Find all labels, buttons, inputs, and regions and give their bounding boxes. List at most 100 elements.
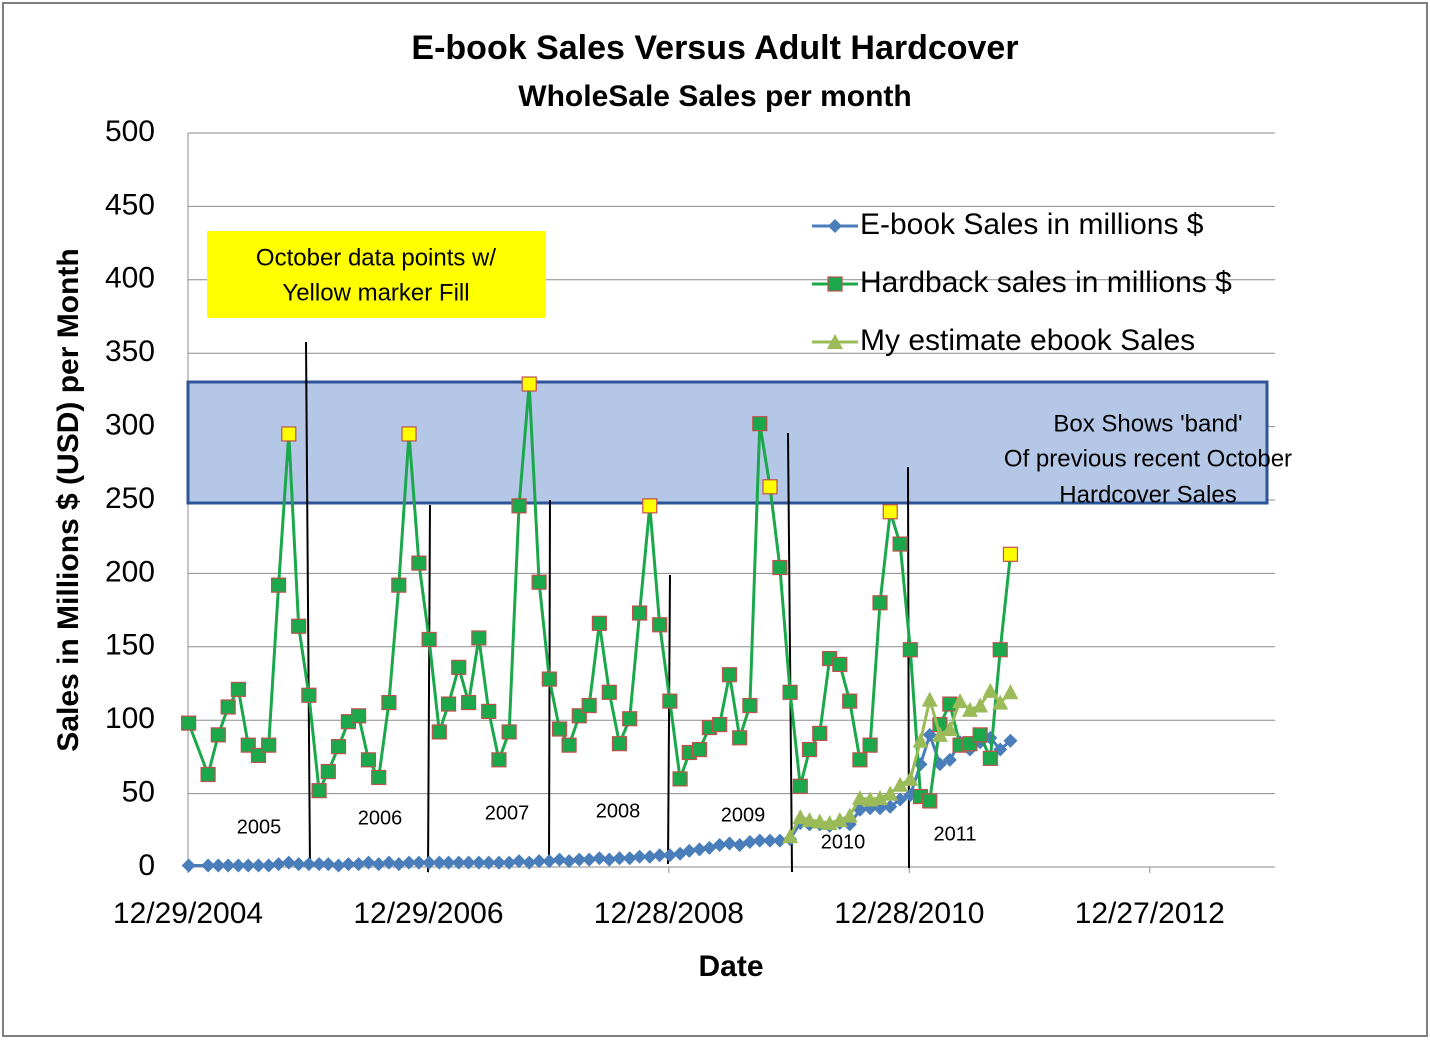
data-point bbox=[511, 498, 527, 514]
data-point bbox=[391, 577, 407, 593]
data-point bbox=[942, 752, 957, 767]
data-point bbox=[801, 812, 818, 828]
data-point bbox=[872, 595, 888, 611]
data-point bbox=[371, 769, 387, 786]
band-box bbox=[186, 380, 1269, 505]
note-box bbox=[207, 231, 546, 318]
data-point bbox=[672, 771, 688, 787]
data-point bbox=[792, 778, 808, 794]
data-point bbox=[360, 752, 377, 768]
data-point bbox=[662, 848, 677, 863]
data-point bbox=[892, 536, 908, 552]
data-point bbox=[271, 857, 286, 872]
data-point bbox=[842, 693, 858, 709]
data-point bbox=[291, 857, 306, 872]
y-tick-label: 300 bbox=[105, 409, 155, 442]
data-point bbox=[622, 851, 637, 866]
data-point bbox=[782, 684, 798, 700]
data-point bbox=[552, 852, 567, 867]
data-point bbox=[811, 813, 828, 829]
x-tick-label: 12/27/2012 bbox=[1075, 897, 1225, 930]
data-point bbox=[431, 724, 447, 740]
data-point bbox=[772, 559, 788, 576]
data-point bbox=[752, 416, 768, 432]
annotation: Of previous recent October bbox=[1004, 445, 1292, 472]
x-tick-label: 12/29/2006 bbox=[353, 897, 503, 930]
data-point bbox=[312, 857, 327, 872]
x-tick-label: 12/29/2004 bbox=[113, 897, 263, 930]
data-point bbox=[491, 855, 506, 870]
data-point bbox=[712, 717, 728, 733]
data-point bbox=[331, 858, 346, 873]
data-point bbox=[972, 697, 989, 713]
data-point bbox=[481, 703, 497, 719]
y-tick-label: 450 bbox=[105, 188, 155, 221]
annotation: Hardcover Sales bbox=[1059, 481, 1236, 508]
data-point bbox=[652, 617, 668, 633]
data-point bbox=[1002, 684, 1019, 700]
data-point bbox=[220, 699, 236, 715]
data-point bbox=[841, 807, 858, 823]
data-point bbox=[281, 426, 297, 442]
annotation: October data points w/ bbox=[256, 244, 496, 271]
data-point bbox=[291, 618, 307, 634]
data-point bbox=[922, 793, 938, 809]
data-point bbox=[321, 857, 336, 872]
annotation: Yellow marker Fill bbox=[282, 279, 469, 306]
data-point bbox=[200, 766, 216, 783]
data-point bbox=[502, 855, 517, 870]
data-point bbox=[752, 833, 767, 848]
data-point bbox=[201, 858, 216, 873]
data-point bbox=[622, 711, 638, 727]
data-point bbox=[261, 858, 276, 873]
data-point bbox=[662, 693, 678, 709]
data-point bbox=[572, 852, 587, 867]
legend-label: Hardback sales in millions $ bbox=[860, 266, 1232, 299]
data-point bbox=[441, 855, 456, 870]
data-point bbox=[762, 479, 778, 495]
data-point bbox=[792, 809, 809, 825]
data-point bbox=[522, 855, 537, 870]
y-tick-label: 0 bbox=[138, 849, 155, 882]
data-point bbox=[691, 741, 708, 758]
data-point bbox=[801, 741, 818, 758]
data-point bbox=[931, 726, 948, 742]
data-point bbox=[882, 504, 898, 520]
data-point bbox=[642, 498, 658, 514]
data-point bbox=[401, 426, 417, 442]
data-point bbox=[611, 736, 628, 752]
annotation: Box Shows 'band' bbox=[1053, 410, 1242, 437]
data-point bbox=[521, 376, 537, 392]
data-point bbox=[652, 848, 667, 863]
data-point bbox=[381, 855, 396, 870]
data-point bbox=[542, 854, 557, 869]
data-point bbox=[902, 642, 918, 658]
data-point bbox=[440, 696, 457, 712]
data-point bbox=[722, 836, 737, 851]
data-point bbox=[531, 574, 547, 590]
data-point bbox=[541, 671, 557, 687]
data-point bbox=[421, 631, 437, 648]
annotation: 2008 bbox=[596, 800, 641, 822]
data-point bbox=[742, 835, 757, 850]
legend-marker bbox=[827, 276, 843, 292]
data-point bbox=[721, 667, 738, 683]
data-point bbox=[241, 858, 256, 873]
data-point bbox=[852, 752, 868, 768]
data-point bbox=[772, 833, 787, 848]
data-point bbox=[210, 727, 226, 743]
data-point bbox=[281, 855, 296, 870]
data-point bbox=[612, 851, 627, 866]
data-point bbox=[251, 858, 266, 873]
annotation: 2009 bbox=[721, 804, 766, 826]
data-point bbox=[371, 857, 386, 872]
data-point bbox=[481, 855, 496, 870]
data-point bbox=[702, 840, 717, 855]
annotations: October data points w/Yellow marker Fill… bbox=[237, 244, 1292, 853]
data-point bbox=[351, 857, 366, 872]
y-tick-label: 500 bbox=[105, 115, 155, 148]
data-point bbox=[301, 687, 317, 703]
data-point bbox=[732, 837, 747, 852]
